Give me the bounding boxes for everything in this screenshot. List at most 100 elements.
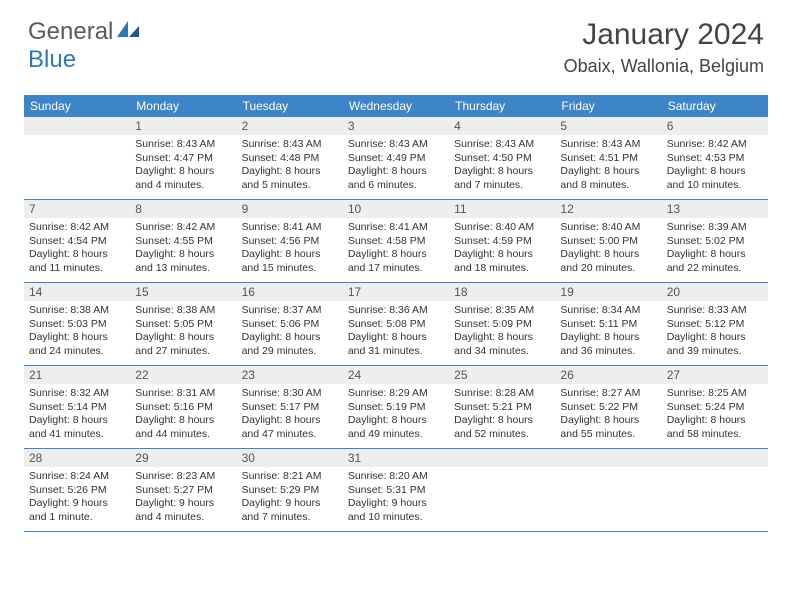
sunrise-text: Sunrise: 8:41 AM [242, 221, 338, 235]
daylight-text: Daylight: 9 hours and 1 minute. [29, 497, 125, 524]
day-number: 23 [237, 366, 343, 384]
daylight-text: Daylight: 8 hours and 52 minutes. [454, 414, 550, 441]
day-cell: 3Sunrise: 8:43 AMSunset: 4:49 PMDaylight… [343, 117, 449, 199]
sunrise-text: Sunrise: 8:36 AM [348, 304, 444, 318]
day-number: 14 [24, 283, 130, 301]
day-number: 22 [130, 366, 236, 384]
day-info: Sunrise: 8:25 AMSunset: 5:24 PMDaylight:… [662, 384, 768, 446]
daylight-text: Daylight: 8 hours and 10 minutes. [667, 165, 763, 192]
daylight-text: Daylight: 8 hours and 29 minutes. [242, 331, 338, 358]
day-cell: 14Sunrise: 8:38 AMSunset: 5:03 PMDayligh… [24, 283, 130, 365]
day-info: Sunrise: 8:42 AMSunset: 4:55 PMDaylight:… [130, 218, 236, 280]
sunset-text: Sunset: 5:06 PM [242, 318, 338, 332]
week-row: 14Sunrise: 8:38 AMSunset: 5:03 PMDayligh… [24, 283, 768, 366]
day-number: 26 [555, 366, 661, 384]
day-info: Sunrise: 8:42 AMSunset: 4:53 PMDaylight:… [662, 135, 768, 197]
day-cell: 28Sunrise: 8:24 AMSunset: 5:26 PMDayligh… [24, 449, 130, 531]
week-row: 21Sunrise: 8:32 AMSunset: 5:14 PMDayligh… [24, 366, 768, 449]
sunset-text: Sunset: 5:00 PM [560, 235, 656, 249]
day-cell: 23Sunrise: 8:30 AMSunset: 5:17 PMDayligh… [237, 366, 343, 448]
day-number: 24 [343, 366, 449, 384]
sunrise-text: Sunrise: 8:28 AM [454, 387, 550, 401]
sunrise-text: Sunrise: 8:34 AM [560, 304, 656, 318]
day-cell: 10Sunrise: 8:41 AMSunset: 4:58 PMDayligh… [343, 200, 449, 282]
day-cell: 9Sunrise: 8:41 AMSunset: 4:56 PMDaylight… [237, 200, 343, 282]
day-number: 27 [662, 366, 768, 384]
day-number: 19 [555, 283, 661, 301]
day-info: Sunrise: 8:34 AMSunset: 5:11 PMDaylight:… [555, 301, 661, 363]
day-header-row: Sunday Monday Tuesday Wednesday Thursday… [24, 95, 768, 117]
sunset-text: Sunset: 5:24 PM [667, 401, 763, 415]
day-info: Sunrise: 8:41 AMSunset: 4:56 PMDaylight:… [237, 218, 343, 280]
day-cell: 18Sunrise: 8:35 AMSunset: 5:09 PMDayligh… [449, 283, 555, 365]
day-number: 9 [237, 200, 343, 218]
day-header: Wednesday [343, 95, 449, 117]
day-cell [449, 449, 555, 531]
day-header: Saturday [662, 95, 768, 117]
sunrise-text: Sunrise: 8:29 AM [348, 387, 444, 401]
sunset-text: Sunset: 5:29 PM [242, 484, 338, 498]
sunset-text: Sunset: 4:53 PM [667, 152, 763, 166]
day-number: 21 [24, 366, 130, 384]
day-cell: 12Sunrise: 8:40 AMSunset: 5:00 PMDayligh… [555, 200, 661, 282]
daylight-text: Daylight: 8 hours and 15 minutes. [242, 248, 338, 275]
daylight-text: Daylight: 8 hours and 17 minutes. [348, 248, 444, 275]
sunrise-text: Sunrise: 8:42 AM [135, 221, 231, 235]
day-cell: 13Sunrise: 8:39 AMSunset: 5:02 PMDayligh… [662, 200, 768, 282]
brand-word-1: General [28, 18, 113, 46]
sunrise-text: Sunrise: 8:42 AM [667, 138, 763, 152]
day-info: Sunrise: 8:43 AMSunset: 4:51 PMDaylight:… [555, 135, 661, 197]
sunrise-text: Sunrise: 8:40 AM [454, 221, 550, 235]
day-number-empty [24, 117, 130, 135]
day-cell: 6Sunrise: 8:42 AMSunset: 4:53 PMDaylight… [662, 117, 768, 199]
daylight-text: Daylight: 8 hours and 31 minutes. [348, 331, 444, 358]
sunrise-text: Sunrise: 8:43 AM [348, 138, 444, 152]
sunrise-text: Sunrise: 8:20 AM [348, 470, 444, 484]
daylight-text: Daylight: 8 hours and 58 minutes. [667, 414, 763, 441]
day-cell: 11Sunrise: 8:40 AMSunset: 4:59 PMDayligh… [449, 200, 555, 282]
brand-word-2: Blue [28, 46, 76, 74]
day-cell: 2Sunrise: 8:43 AMSunset: 4:48 PMDaylight… [237, 117, 343, 199]
sunset-text: Sunset: 5:17 PM [242, 401, 338, 415]
sunset-text: Sunset: 5:27 PM [135, 484, 231, 498]
daylight-text: Daylight: 8 hours and 39 minutes. [667, 331, 763, 358]
daylight-text: Daylight: 8 hours and 47 minutes. [242, 414, 338, 441]
day-number: 2 [237, 117, 343, 135]
day-cell: 20Sunrise: 8:33 AMSunset: 5:12 PMDayligh… [662, 283, 768, 365]
sunset-text: Sunset: 4:51 PM [560, 152, 656, 166]
day-info: Sunrise: 8:35 AMSunset: 5:09 PMDaylight:… [449, 301, 555, 363]
sunrise-text: Sunrise: 8:43 AM [560, 138, 656, 152]
day-cell: 22Sunrise: 8:31 AMSunset: 5:16 PMDayligh… [130, 366, 236, 448]
sunrise-text: Sunrise: 8:43 AM [454, 138, 550, 152]
day-info: Sunrise: 8:42 AMSunset: 4:54 PMDaylight:… [24, 218, 130, 280]
sunset-text: Sunset: 5:12 PM [667, 318, 763, 332]
title-block: January 2024 Obaix, Wallonia, Belgium [564, 18, 764, 77]
day-info: Sunrise: 8:28 AMSunset: 5:21 PMDaylight:… [449, 384, 555, 446]
day-info: Sunrise: 8:23 AMSunset: 5:27 PMDaylight:… [130, 467, 236, 529]
day-cell: 30Sunrise: 8:21 AMSunset: 5:29 PMDayligh… [237, 449, 343, 531]
day-info: Sunrise: 8:24 AMSunset: 5:26 PMDaylight:… [24, 467, 130, 529]
sunset-text: Sunset: 5:26 PM [29, 484, 125, 498]
sunrise-text: Sunrise: 8:43 AM [135, 138, 231, 152]
day-cell: 15Sunrise: 8:38 AMSunset: 5:05 PMDayligh… [130, 283, 236, 365]
day-info: Sunrise: 8:43 AMSunset: 4:47 PMDaylight:… [130, 135, 236, 197]
sunrise-text: Sunrise: 8:35 AM [454, 304, 550, 318]
day-info: Sunrise: 8:21 AMSunset: 5:29 PMDaylight:… [237, 467, 343, 529]
day-number: 1 [130, 117, 236, 135]
daylight-text: Daylight: 8 hours and 6 minutes. [348, 165, 444, 192]
day-info: Sunrise: 8:41 AMSunset: 4:58 PMDaylight:… [343, 218, 449, 280]
day-cell: 21Sunrise: 8:32 AMSunset: 5:14 PMDayligh… [24, 366, 130, 448]
sunset-text: Sunset: 5:08 PM [348, 318, 444, 332]
day-cell: 5Sunrise: 8:43 AMSunset: 4:51 PMDaylight… [555, 117, 661, 199]
day-info: Sunrise: 8:27 AMSunset: 5:22 PMDaylight:… [555, 384, 661, 446]
sunset-text: Sunset: 4:47 PM [135, 152, 231, 166]
daylight-text: Daylight: 8 hours and 4 minutes. [135, 165, 231, 192]
day-cell [662, 449, 768, 531]
day-number: 25 [449, 366, 555, 384]
day-cell: 7Sunrise: 8:42 AMSunset: 4:54 PMDaylight… [24, 200, 130, 282]
sunrise-text: Sunrise: 8:38 AM [135, 304, 231, 318]
day-number: 3 [343, 117, 449, 135]
sunset-text: Sunset: 5:05 PM [135, 318, 231, 332]
sunset-text: Sunset: 5:16 PM [135, 401, 231, 415]
day-cell: 17Sunrise: 8:36 AMSunset: 5:08 PMDayligh… [343, 283, 449, 365]
